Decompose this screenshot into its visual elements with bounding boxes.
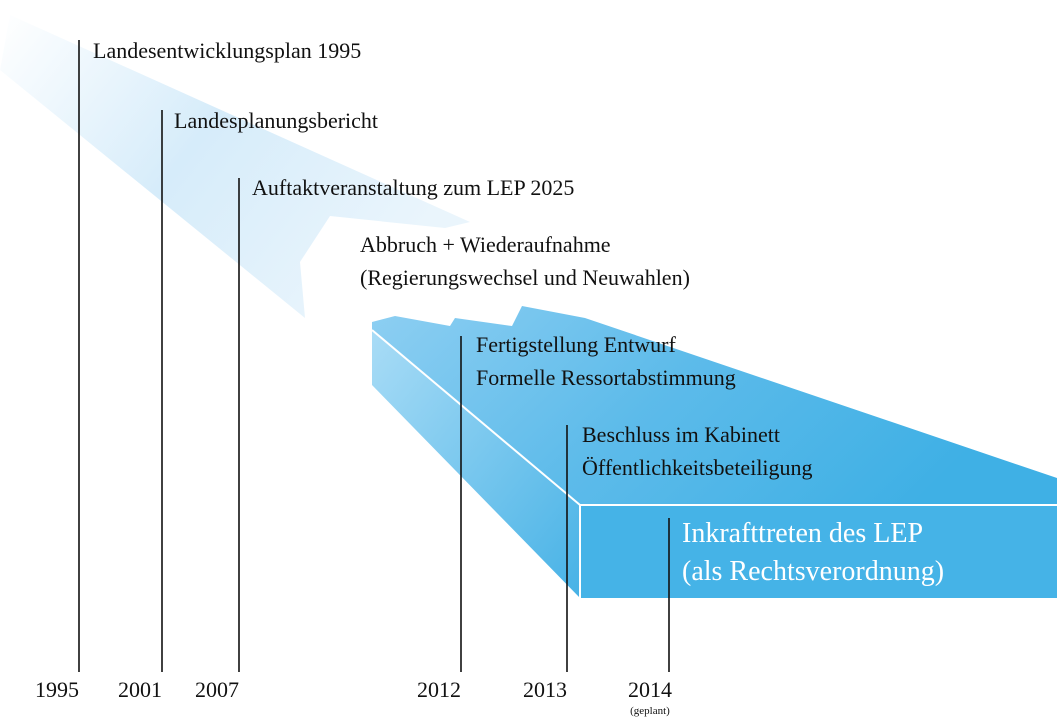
- event-label: Auftaktveranstaltung zum LEP 2025: [252, 175, 574, 200]
- year-label: 1995: [35, 677, 79, 702]
- arrow-top-face: [372, 306, 1057, 505]
- event-label: Inkrafttreten des LEP: [682, 518, 923, 549]
- arrow-front-face: [580, 505, 1057, 598]
- year-label: 2001: [118, 677, 162, 702]
- edge: [579, 504, 1057, 598]
- year-label: 2012: [417, 677, 461, 702]
- arrow-side-face: [372, 330, 580, 598]
- year-label: 2013: [523, 677, 567, 702]
- event-label: Landesplanungsbericht: [174, 108, 378, 133]
- event-label: Fertigstellung Entwurf: [476, 332, 676, 357]
- year-note: (geplant): [630, 705, 670, 717]
- event-label: Abbruch + Wiederaufnahme: [360, 232, 611, 257]
- event-label: (Regierungswechsel und Neuwahlen): [360, 265, 690, 290]
- event-label: Beschluss im Kabinett: [582, 422, 780, 447]
- event-label: Öffentlichkeitsbeteiligung: [582, 455, 813, 480]
- event-label: Formelle Ressortabstimmung: [476, 365, 736, 390]
- edge: [371, 329, 581, 506]
- fading-arrow: [0, 15, 470, 318]
- year-label: 2014: [628, 677, 672, 702]
- event-label: Landesentwicklungsplan 1995: [93, 38, 361, 63]
- year-label: 2007: [195, 677, 239, 702]
- event-label: (als Rechtsverordnung): [682, 556, 944, 587]
